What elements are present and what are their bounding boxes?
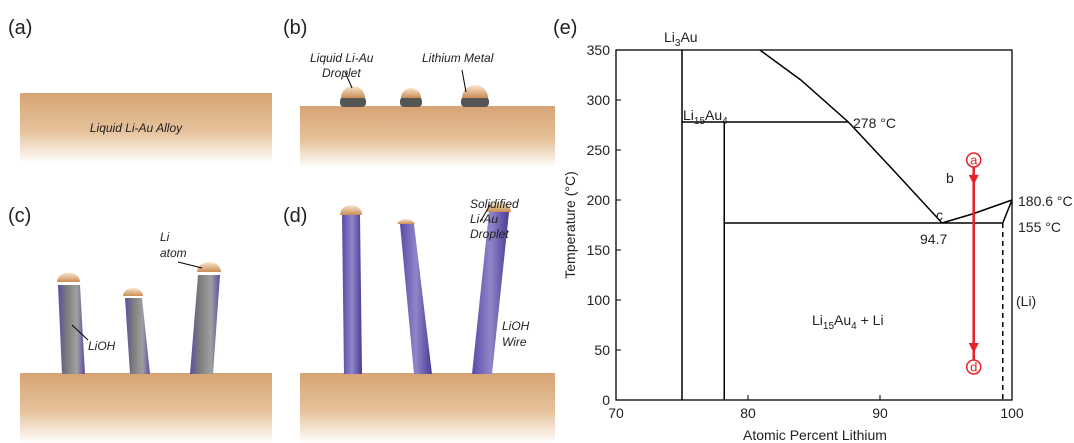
annotation-part: Li — [812, 312, 823, 328]
annotation: Liquid Li-Au — [310, 51, 374, 65]
x-axis-label: Atomic Percent Lithium — [743, 427, 887, 443]
y-tick-label: 300 — [587, 92, 611, 108]
x-tick-label: 90 — [872, 405, 888, 421]
panel-a: (a) Liquid Li-Au Alloy — [8, 17, 272, 163]
phase-boundary — [760, 50, 942, 223]
x-tick-label: 80 — [740, 405, 756, 421]
annotation: 94.7 — [920, 231, 947, 247]
y-tick-label: 50 — [594, 342, 610, 358]
annotation: b — [946, 170, 954, 186]
arrow-head — [969, 175, 979, 185]
annotation: Lithium Metal — [422, 51, 494, 65]
annotation-part: 278 °C — [853, 115, 896, 131]
panel-c: (c) Li atom LiOH — [8, 205, 272, 443]
annotation: Li-Au — [470, 212, 498, 226]
y-tick-label: 150 — [587, 242, 611, 258]
y-tick-label: 100 — [587, 292, 611, 308]
slab-label: Liquid Li-Au Alloy — [90, 121, 183, 135]
annotation-part: b — [946, 170, 954, 186]
annotation-part: 15 — [823, 321, 835, 332]
alloy-slab — [300, 106, 555, 168]
annotation: (Li) — [1016, 293, 1036, 309]
annotation: Droplet — [322, 66, 361, 80]
annotation: 155 °C — [1018, 219, 1061, 235]
panel-b: (b) Liquid Li-Au Droplet Lithium Metal — [283, 17, 555, 168]
droplets — [340, 70, 489, 107]
phase-diagram: (e) Atomic Percent Lithium Temperature (… — [553, 17, 1073, 443]
annotation-part: Li — [664, 29, 675, 45]
y-tick-label: 350 — [587, 42, 611, 58]
annotation-part: Li — [683, 107, 694, 123]
plot-frame — [616, 50, 1012, 400]
annotation-part: Au — [680, 29, 697, 45]
annotation-part: 4 — [722, 116, 728, 127]
annotation: Wire — [502, 335, 527, 349]
panel-d: (d) Solidified Li-Au Droplet LiOH Wire — [283, 197, 555, 443]
annotation: 278 °C — [853, 115, 896, 131]
annotation: c — [936, 207, 943, 223]
panel-label: (a) — [8, 17, 32, 39]
annotation: Li — [160, 230, 170, 244]
annotation: Droplet — [470, 227, 509, 241]
annotation: Li15Au4 — [683, 107, 728, 127]
y-tick-label: 200 — [587, 192, 611, 208]
x-tick-label: 100 — [1000, 405, 1024, 421]
panel-label: (d) — [283, 205, 307, 227]
panel-label: (c) — [8, 205, 31, 227]
figure: (a) Liquid Li-Au Alloy (b) Liquid Li-Au … — [0, 0, 1074, 443]
y-axis-label: Temperature (°C) — [562, 171, 578, 279]
annotation: LiOH — [502, 319, 530, 333]
annotation-part: (Li) — [1016, 293, 1036, 309]
alloy-slab — [20, 373, 272, 443]
y-tick-label: 250 — [587, 142, 611, 158]
phase-boundary — [942, 200, 1012, 223]
annotation-part: Au — [705, 107, 722, 123]
annotation: atom — [160, 246, 187, 260]
annotation: Li15Au4 + Li — [812, 312, 884, 332]
annotation-part: 94.7 — [920, 231, 947, 247]
state-label: d — [970, 360, 977, 375]
panel-label: (b) — [283, 17, 307, 39]
alloy-slab — [300, 373, 555, 443]
annotation: Solidified — [470, 197, 519, 211]
annotation: LiOH — [88, 339, 116, 353]
annotation-part: 15 — [694, 116, 706, 127]
arrow-head — [969, 343, 979, 353]
y-tick-label: 0 — [602, 392, 610, 408]
panel-label: (e) — [553, 17, 577, 39]
wires — [57, 262, 221, 374]
annotation-part: c — [936, 207, 943, 223]
annotation-part: Au — [834, 312, 851, 328]
x-tick-label: 70 — [608, 405, 624, 421]
annotation-part: 180.6 °C — [1018, 193, 1073, 209]
annotation-part: 155 °C — [1018, 219, 1061, 235]
annotation: 180.6 °C — [1018, 193, 1073, 209]
annotation-part: + Li — [857, 312, 884, 328]
annotation: Li3Au — [664, 29, 698, 49]
state-label: a — [970, 153, 978, 168]
